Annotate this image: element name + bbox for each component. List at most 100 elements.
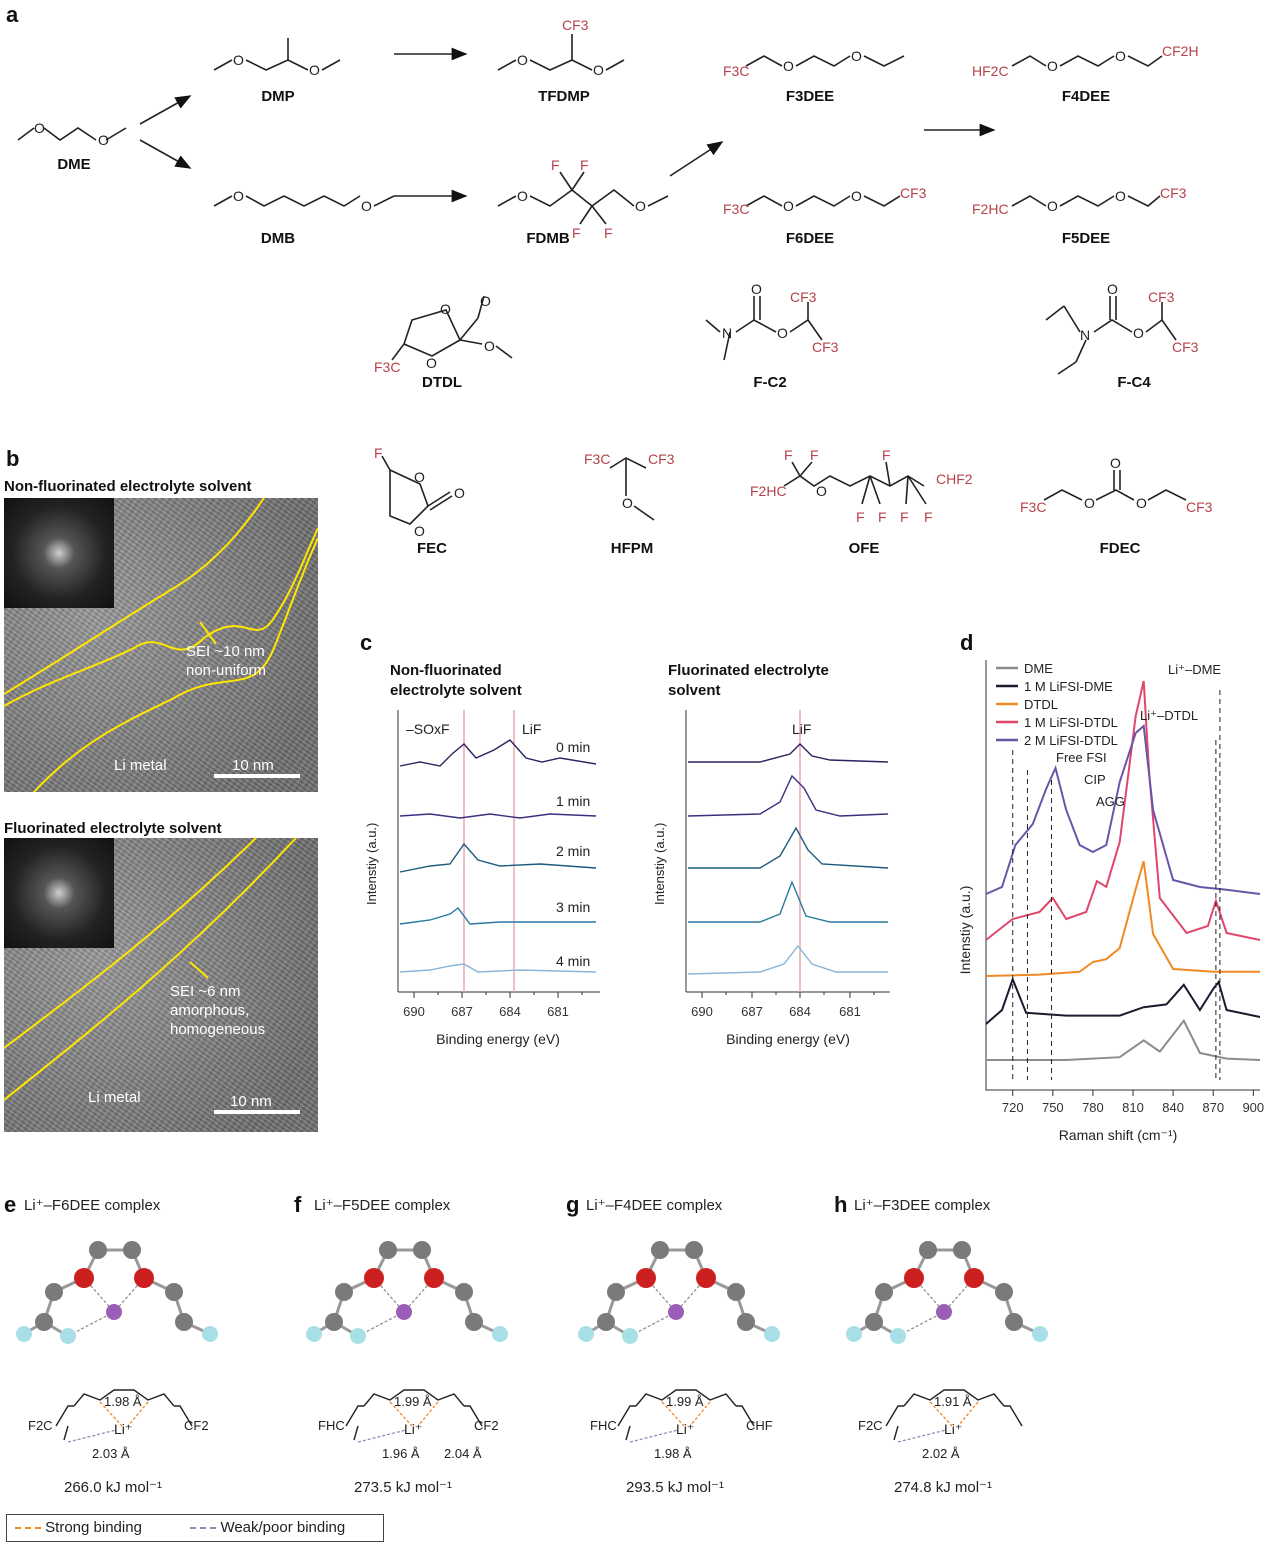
- svg-text:O: O: [440, 301, 451, 317]
- svg-text:690: 690: [691, 1004, 713, 1019]
- left-group: FHC: [318, 1418, 345, 1433]
- fluor-title: Fluorinated electrolyte solvent: [4, 820, 222, 837]
- svg-text:N: N: [1080, 327, 1090, 343]
- atom-sphere: [335, 1283, 353, 1301]
- sei-label-top: SEI ~10 nm: [186, 643, 265, 660]
- binding-energy: 266.0 kJ mol⁻¹: [64, 1479, 162, 1496]
- atom-sphere: [995, 1283, 1013, 1301]
- svg-text:CHF2: CHF2: [936, 471, 973, 487]
- svg-text:O: O: [1110, 455, 1121, 471]
- molecule-f4dee: F4DEE: [1061, 88, 1111, 105]
- right-group: CF2: [474, 1418, 499, 1433]
- svg-text:F: F: [900, 509, 909, 525]
- weak-binding-swatch: [190, 1527, 217, 1530]
- raman-series-line: [985, 860, 1260, 977]
- svg-text:O: O: [1047, 198, 1058, 214]
- lif-label-right: LiF: [792, 721, 811, 737]
- atom-sphere: [865, 1313, 883, 1331]
- atom-sphere: [60, 1328, 76, 1344]
- raman-tick-label: 810: [1122, 1100, 1144, 1115]
- complex-title: Li⁺–F6DEE complex: [24, 1197, 161, 1214]
- svg-text:CF3: CF3: [1160, 185, 1187, 201]
- atom-sphere: [106, 1304, 122, 1320]
- coordination-bond: [67, 1311, 115, 1337]
- scale-bar-bottom: [214, 1110, 300, 1114]
- distance-2: 1.98 Å: [654, 1446, 692, 1461]
- complex-structure: Li⁺ 1.99 Å 1.98 Å FHC CHF: [578, 1241, 780, 1461]
- complex-structure: Li⁺ 1.99 Å 1.96 Å 2.04 Å FHC CF2: [306, 1241, 508, 1461]
- panel-label-a: a: [6, 2, 19, 27]
- svg-text:O: O: [1136, 495, 1147, 511]
- li-metal-bottom: Li metal: [88, 1089, 141, 1106]
- molecule-f6dee: F6DEE: [785, 230, 835, 247]
- scale-label-bottom: 10 nm: [230, 1093, 272, 1110]
- svg-text:O: O: [517, 52, 528, 68]
- left-group: F2C: [858, 1418, 883, 1433]
- raman-chart: 720 750 780 810 840 870 900 DME 1 M LiFSI-DME DT…: [957, 660, 1264, 1143]
- svg-text:O: O: [361, 198, 372, 214]
- svg-text:CF3: CF3: [790, 289, 817, 305]
- svg-text:O: O: [635, 198, 646, 214]
- panel-label-d: d: [960, 630, 974, 655]
- time-0: 0 min: [556, 739, 590, 755]
- molecule-ofe: OFE: [848, 540, 880, 557]
- svg-text:O: O: [593, 62, 604, 78]
- atom-sphere: [964, 1268, 984, 1288]
- raman-tick-label: 840: [1162, 1100, 1184, 1115]
- svg-text:F3C: F3C: [374, 359, 400, 375]
- distance-2: 2.03 Å: [92, 1446, 130, 1461]
- atom-sphere: [846, 1326, 862, 1342]
- svg-text:O: O: [426, 355, 437, 371]
- svg-text:687: 687: [451, 1004, 473, 1019]
- li-ion-label: Li⁺: [676, 1421, 694, 1437]
- svg-text:F: F: [551, 157, 560, 173]
- svg-text:CF3: CF3: [1172, 339, 1199, 355]
- fft-inset: [4, 838, 114, 948]
- svg-text:O: O: [783, 198, 794, 214]
- raman-xlabel: Raman shift (cm⁻¹): [1059, 1127, 1178, 1143]
- nonfluor-title: Non-fluorinated electrolyte solvent: [4, 478, 252, 495]
- li-metal-top: Li metal: [114, 757, 167, 774]
- svg-text:F: F: [604, 225, 613, 241]
- atom-sphere: [919, 1241, 937, 1259]
- sei-boundary: [4, 498, 318, 792]
- atom-sphere: [350, 1328, 366, 1344]
- binding-energy: 274.8 kJ mol⁻¹: [894, 1479, 992, 1496]
- xps-right-title-2: solvent: [668, 682, 721, 699]
- tem-image-nonfluor: SEI ~10 nm non-uniform Li metal 10 nm: [4, 498, 318, 792]
- atom-sphere: [396, 1304, 412, 1320]
- xps-right-xlabel: Binding energy (eV): [726, 1031, 850, 1047]
- xps-left-xlabel: Binding energy (eV): [436, 1031, 560, 1047]
- distance-3: 2.04 Å: [444, 1446, 482, 1461]
- time-2: 2 min: [556, 843, 590, 859]
- sox-label: –SOxF: [406, 721, 450, 737]
- fft-inset: [4, 498, 114, 608]
- raman-series-line: [986, 1018, 1261, 1061]
- atom-sphere: [325, 1313, 343, 1331]
- svg-text:O: O: [1133, 325, 1144, 341]
- atom-sphere: [134, 1268, 154, 1288]
- complex-title: Li⁺–F3DEE complex: [854, 1197, 991, 1214]
- panel-label-e: e: [4, 1192, 17, 1217]
- svg-text:O: O: [622, 495, 633, 511]
- molecule-fec: FEC: [417, 540, 447, 557]
- xps-right-ylabel: Intenstiy (a.u.): [652, 823, 667, 905]
- svg-text:O: O: [454, 485, 465, 501]
- xps-left-title-1: Non-fluorinated: [390, 662, 502, 679]
- raman-axes: [985, 660, 1260, 1091]
- strong-binding-label: Strong binding: [45, 1519, 142, 1536]
- binding-energy: 273.5 kJ mol⁻¹: [354, 1479, 452, 1496]
- atom-sphere: [379, 1241, 397, 1259]
- svg-text:O: O: [98, 132, 109, 148]
- svg-text:F: F: [856, 509, 865, 525]
- svg-text:684: 684: [499, 1004, 521, 1019]
- coordination-bond: [357, 1311, 405, 1337]
- molecule-fc4: F-C4: [1117, 374, 1151, 391]
- svg-text:O: O: [1084, 495, 1095, 511]
- coordination-bond: [897, 1311, 945, 1337]
- raman-tick-label: 780: [1082, 1100, 1104, 1115]
- time-4: 4 min: [556, 953, 590, 969]
- molecule-fc2: F-C2: [753, 374, 787, 391]
- distance-1: 1.98 Å: [104, 1394, 142, 1409]
